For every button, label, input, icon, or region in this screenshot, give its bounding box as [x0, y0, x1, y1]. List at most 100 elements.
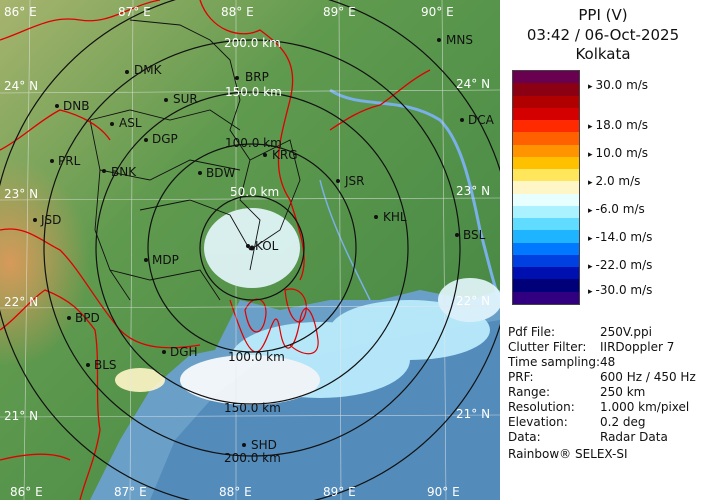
- lat-label: 23° N: [4, 187, 38, 201]
- color-swatch: [513, 193, 579, 207]
- svg-text:BDW: BDW: [206, 166, 235, 180]
- color-swatch: [513, 156, 579, 170]
- svg-text:DGH: DGH: [170, 345, 198, 359]
- place-marker: MNS: [437, 33, 473, 47]
- lon-label: 90° E: [421, 5, 454, 19]
- svg-text:DGP: DGP: [152, 132, 178, 146]
- place-marker: BDW: [198, 166, 235, 180]
- range-labels: 50.0 km 100.0 km 150.0 km 200.0 km 100.0…: [224, 36, 285, 465]
- place-marker: BLS: [86, 358, 117, 372]
- scale-label: -6.0 m/s: [588, 202, 645, 216]
- range-label: 50.0 km: [230, 185, 279, 199]
- lon-label: 88° E: [219, 485, 252, 499]
- range-ring-100: [147, 143, 357, 353]
- color-swatch: [513, 279, 579, 293]
- color-swatch: [513, 107, 579, 121]
- range-label: 200.0 km: [224, 36, 281, 50]
- place-marker: JSD: [33, 213, 61, 227]
- lon-label: 86° E: [4, 5, 37, 19]
- info-row: Time sampling:48: [508, 355, 616, 369]
- svg-text:DCA: DCA: [468, 113, 495, 127]
- svg-text:BLS: BLS: [94, 358, 117, 372]
- color-swatch: [513, 291, 579, 305]
- lon-label: 89° E: [323, 485, 356, 499]
- svg-text:DMK: DMK: [134, 63, 163, 77]
- scale-label: -30.0 m/s: [588, 283, 653, 297]
- color-swatch: [513, 218, 579, 231]
- info-row: Range: 250 km: [508, 385, 646, 399]
- place-marker: DMK: [125, 63, 163, 77]
- radar-center: [249, 245, 255, 251]
- svg-text:KHL: KHL: [383, 210, 407, 224]
- radar-echo-light: [115, 208, 502, 405]
- color-swatch: [513, 230, 579, 244]
- color-swatch: [513, 120, 579, 133]
- svg-text:KOL: KOL: [255, 239, 279, 253]
- info-row: Clutter Filter: IIRDoppler 7: [508, 340, 675, 354]
- place-marker: JSR: [336, 174, 365, 188]
- svg-text:BSL: BSL: [463, 228, 486, 242]
- lat-label: 23° N: [456, 184, 490, 198]
- place-marker: BPD: [67, 311, 100, 325]
- svg-text:KRG: KRG: [272, 148, 298, 162]
- highland-area: [0, 120, 200, 380]
- svg-text:MNS: MNS: [446, 33, 473, 47]
- svg-text:BRP: BRP: [245, 70, 269, 84]
- color-swatch: [513, 254, 579, 268]
- color-swatch: [513, 169, 579, 182]
- scale-label: -14.0 m/s: [588, 230, 653, 244]
- lon-label: 88° E: [221, 5, 254, 19]
- scale-label: -22.0 m/s: [588, 258, 653, 272]
- svg-text:JSD: JSD: [40, 213, 61, 227]
- range-label: 100.0 km: [228, 350, 285, 364]
- svg-text:SHD: SHD: [251, 438, 277, 452]
- lat-label: 24° N: [4, 79, 38, 93]
- district-borders: [89, 19, 301, 301]
- river: [329, 88, 502, 301]
- state-borders: [0, 0, 431, 501]
- place-markers: MNS DMK BRP DNB SUR DCA ASL DGP KRG PRL …: [33, 33, 495, 452]
- info-row: Pdf File: 250V.ppi: [508, 325, 652, 339]
- color-swatch: [513, 95, 579, 109]
- scale-label: 18.0 m/s: [588, 118, 649, 132]
- svg-text:ASL: ASL: [119, 116, 142, 130]
- place-marker: SHD: [242, 438, 277, 452]
- svg-text:MDP: MDP: [152, 253, 179, 267]
- range-ring-50: [199, 195, 305, 301]
- color-swatch: [513, 181, 579, 195]
- info-row: Data: Radar Data: [508, 430, 668, 444]
- lon-label: 87° E: [118, 5, 151, 19]
- place-marker: KHL: [374, 210, 407, 224]
- color-swatch: [513, 267, 579, 280]
- place-marker: SUR: [164, 92, 198, 106]
- range-label: 150.0 km: [225, 85, 282, 99]
- lat-label: 24° N: [456, 77, 490, 91]
- color-swatch: [513, 205, 579, 219]
- range-label: 150.0 km: [224, 401, 281, 415]
- radar-map-svg: 86° E 87° E 88° E 89° E 90° E 86° E 87° …: [0, 0, 513, 504]
- svg-text:BPD: BPD: [75, 311, 100, 325]
- legend-panel: PPI (V) 03:42 / 06-Oct-2025 Kolkata 30.0…: [500, 0, 706, 500]
- place-marker: BNK: [102, 165, 137, 179]
- scale-label: 2.0 m/s: [588, 174, 641, 188]
- svg-text:DNB: DNB: [63, 99, 89, 113]
- scale-label: 10.0 m/s: [588, 146, 649, 160]
- lat-label: 21° N: [456, 407, 490, 421]
- info-row: PRF: 600 Hz / 450 Hz: [508, 370, 696, 384]
- info-row: Resolution: 1.000 km/pixel: [508, 400, 690, 414]
- range-label: 100.0 km: [225, 136, 282, 150]
- place-marker: ASL: [110, 116, 142, 130]
- lat-label: 22° N: [456, 294, 490, 308]
- svg-text:BNK: BNK: [111, 165, 137, 179]
- place-marker: KRG: [263, 148, 298, 162]
- range-ring-150: [95, 91, 409, 405]
- info-row: Elevation: 0.2 deg: [508, 415, 646, 429]
- place-marker: DNB: [55, 99, 89, 113]
- legend-datetime: 03:42 / 06-Oct-2025: [526, 26, 680, 44]
- place-marker: BSL: [455, 228, 486, 242]
- place-marker: DCA: [460, 113, 495, 127]
- lon-label: 87° E: [114, 485, 147, 499]
- footer-credit: Rainbow® SELEX-SI: [508, 447, 628, 461]
- place-marker: PRL: [50, 154, 81, 168]
- place-marker: KOL: [246, 239, 279, 253]
